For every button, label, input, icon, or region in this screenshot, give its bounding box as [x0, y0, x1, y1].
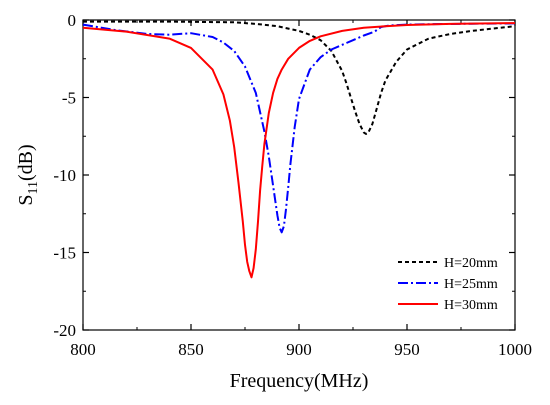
legend-label-3: H=30mm [444, 298, 498, 313]
x-tick-label: 850 [178, 340, 204, 359]
y-axis-title-main: S [15, 195, 37, 206]
series-layer [82, 20, 516, 279]
y-tick-label: -15 [53, 244, 76, 263]
series-line-2 [82, 22, 516, 234]
x-tick-label: 900 [286, 340, 312, 359]
y-axis-title-sub: 11 [26, 181, 41, 194]
x-tick-label: 950 [394, 340, 420, 359]
y-tick-label: 0 [68, 11, 77, 30]
y-axis-title-unit: (dB) [15, 144, 37, 181]
legend-label-2: H=25mm [444, 277, 498, 292]
legend: H=20mm H=25mm H=30mm [398, 256, 498, 313]
legend-label-1: H=20mm [444, 256, 498, 271]
axis-ticks: 800 850 900 950 1000 0 -5 -10 -15 -20 [53, 11, 532, 359]
series-line-3 [82, 22, 516, 279]
plot-frame [82, 19, 516, 331]
y-tick-label: -10 [53, 166, 76, 185]
x-axis-title: Frequency(MHz) [230, 370, 369, 392]
x-tick-label: 1000 [498, 340, 532, 359]
y-tick-label: -20 [53, 321, 76, 340]
x-tick-label: 800 [70, 340, 96, 359]
y-tick-label: -5 [62, 89, 76, 108]
series-line-1 [83, 20, 516, 135]
y-axis-title: S11(dB) [15, 144, 41, 205]
